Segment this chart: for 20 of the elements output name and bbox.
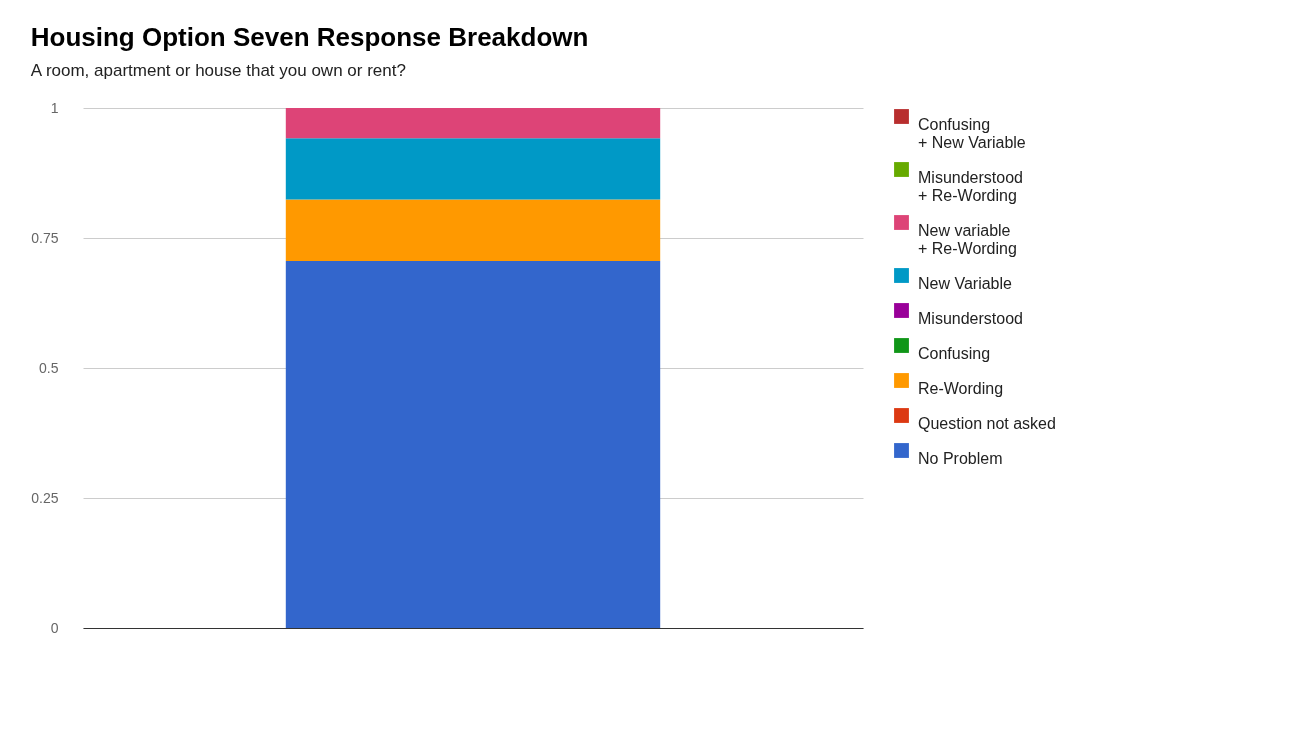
bar: [285, 199, 661, 261]
y-tick-label: 1: [50, 99, 59, 116]
chart-title: Housing Option Seven Response Breakdown: [30, 22, 589, 52]
bar: [285, 138, 661, 200]
legend-label: Misunderstood + Re-Wording: [918, 168, 1023, 204]
bar: [285, 260, 661, 628]
y-tick-label: 0.25: [31, 489, 59, 506]
y-tick-label: 0.75: [31, 229, 59, 246]
legend-label: Re-Wording: [918, 379, 1004, 397]
chart-subtitle: A room, apartment or house that you own or rent?: [30, 61, 406, 80]
legend-label: Confusing + New Variable: [918, 115, 1026, 151]
legend-label: No Problem: [918, 449, 1003, 467]
y-tick-label: 0: [50, 619, 59, 636]
legend-label: Question not asked: [918, 414, 1056, 432]
legend-label: New Variable: [918, 274, 1013, 292]
bar: [285, 108, 661, 139]
legend-label: Confusing: [918, 344, 991, 362]
legend-label: New variable + Re-Wording: [918, 221, 1017, 257]
y-tick-label: 0.5: [39, 359, 59, 376]
legend-label: Misunderstood: [918, 309, 1023, 327]
